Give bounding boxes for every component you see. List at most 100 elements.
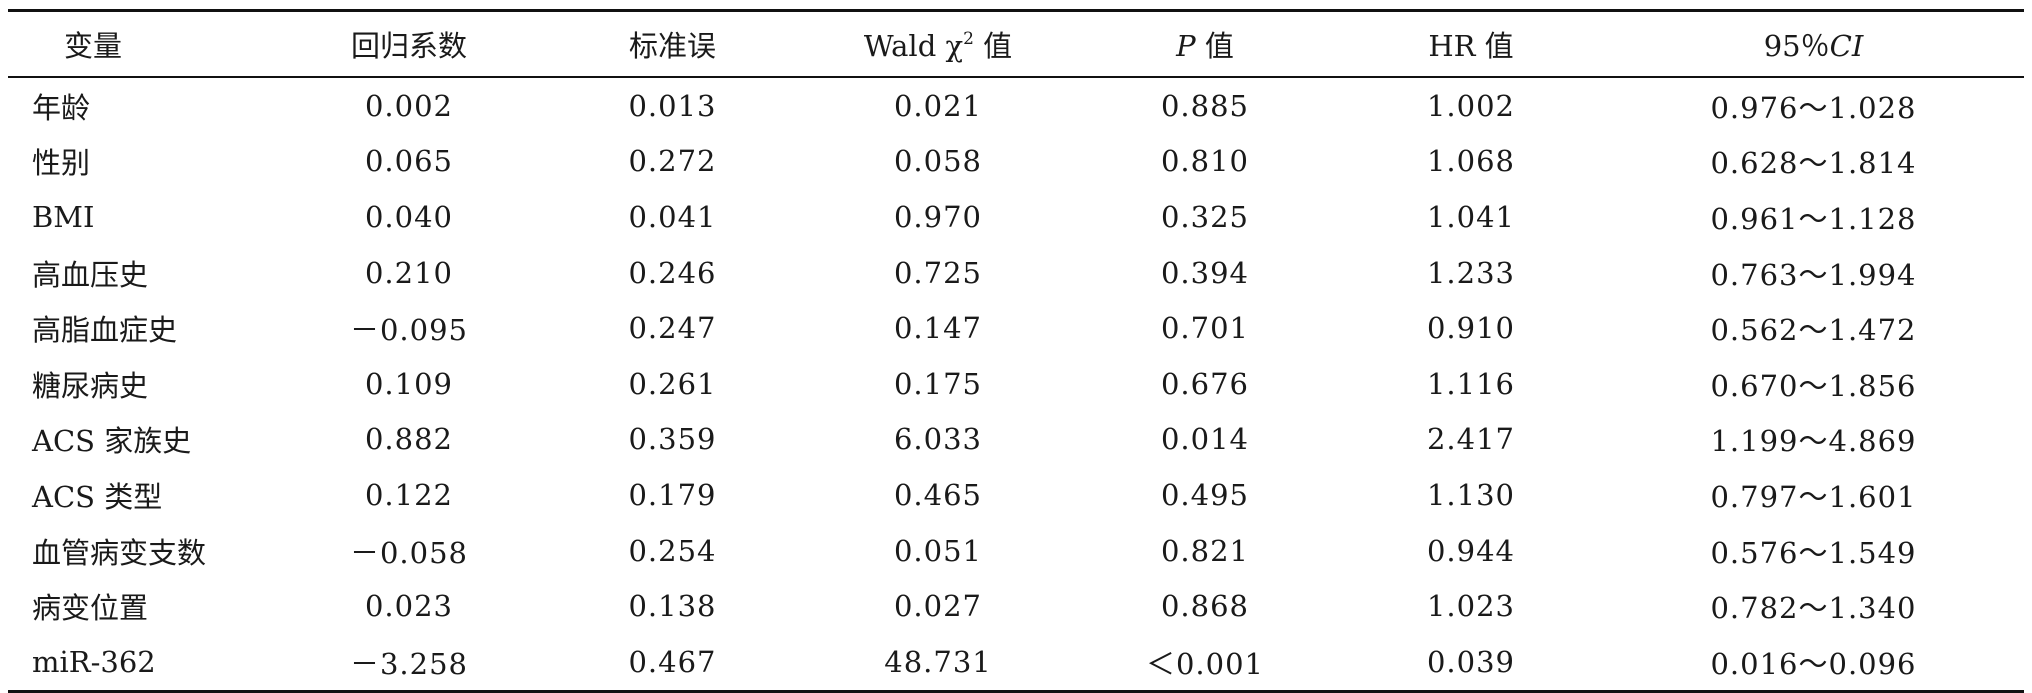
cell-wald: 0.725	[893, 255, 983, 290]
cell-wald: 6.033	[893, 422, 983, 457]
cell-variable: 糖尿病史	[32, 368, 149, 403]
cell-hr: 1.041	[1426, 199, 1516, 234]
table-header: 变量 回归系数 标准误 Wald χ2 值 P 值 HR 值 95％CI	[8, 10, 2024, 78]
cell-hr: 2.417	[1426, 422, 1516, 457]
cell-coef: 0.002	[364, 88, 454, 123]
cell-ci: 0.961～1.128	[1710, 201, 1917, 236]
cell-variable: ACS 家族史	[32, 424, 192, 459]
cell-p: ＜0.001	[1145, 646, 1265, 681]
cell-hr: 1.002	[1426, 88, 1516, 123]
cell-coef: 0.882	[364, 422, 454, 457]
cell-se: 0.359	[628, 422, 717, 457]
cell-ci: 1.199～4.869	[1710, 424, 1917, 459]
cell-variable: ACS 类型	[32, 479, 163, 514]
header-p-italic: P	[1176, 29, 1196, 63]
cell-p: 0.868	[1160, 589, 1250, 624]
cell-se: 0.272	[628, 144, 717, 179]
table-row: 高脂血症史 －0.095 0.247 0.147 0.701 0.910 0.562～1.4…	[8, 300, 2024, 356]
table-row: 血管病变支数 －0.058 0.254 0.051 0.821 0.944 0.576～1.…	[8, 523, 2024, 579]
cell-se: 0.254	[628, 533, 717, 568]
cell-se: 0.247	[628, 311, 717, 346]
table-row: miR-362 －3.258 0.467 48.731 ＜0.001 0.039 0.016…	[8, 634, 2024, 692]
table-row: BMI 0.040 0.041 0.970 0.325 1.041 0.961～1.128	[8, 189, 2024, 245]
cell-variable: 性别	[32, 146, 91, 181]
cell-wald: 0.175	[893, 366, 983, 401]
cell-ci: 0.576～1.549	[1710, 535, 1917, 570]
cell-se: 0.467	[628, 644, 717, 679]
cell-variable: BMI	[32, 199, 95, 234]
cell-hr: 0.944	[1426, 533, 1516, 568]
cell-se: 0.261	[628, 366, 717, 401]
header-ci-prefix: 95％	[1763, 29, 1830, 63]
cell-hr: 1.116	[1426, 366, 1516, 401]
cell-wald: 0.970	[893, 199, 983, 234]
cell-p: 0.810	[1160, 144, 1250, 179]
cell-coef: －0.058	[349, 535, 469, 570]
cell-hr: 1.233	[1426, 255, 1516, 290]
header-ci: 95％CI	[1603, 11, 2024, 78]
cell-p: 0.676	[1160, 366, 1250, 401]
cell-se: 0.138	[628, 589, 717, 624]
cell-se: 0.041	[628, 199, 717, 234]
cell-p: 0.495	[1160, 477, 1250, 512]
cell-wald: 0.051	[893, 533, 983, 568]
cell-wald: 0.021	[893, 88, 983, 123]
cell-p: 0.701	[1160, 311, 1250, 346]
header-hr: HR 值	[1428, 29, 1514, 63]
table-row: 病变位置 0.023 0.138 0.027 0.868 1.023 0.782～1.340	[8, 578, 2024, 634]
cell-hr: 0.910	[1426, 311, 1516, 346]
cell-p: 0.821	[1160, 533, 1250, 568]
regression-table-container: 变量 回归系数 标准误 Wald χ2 值 P 值 HR 值 95％CI 年龄 0…	[8, 9, 2024, 693]
table-row: 性别 0.065 0.272 0.058 0.810 1.068 0.628～1.814	[8, 134, 2024, 190]
cell-wald: 0.147	[893, 311, 983, 346]
cell-p: 0.885	[1160, 88, 1250, 123]
cell-p: 0.325	[1160, 199, 1250, 234]
cell-ci: 0.797～1.601	[1710, 479, 1917, 514]
cell-coef: 0.040	[364, 199, 454, 234]
cell-se: 0.246	[628, 255, 717, 290]
cell-variable: 年龄	[32, 90, 91, 125]
cell-hr: 0.039	[1426, 644, 1516, 679]
cell-wald: 0.027	[893, 589, 983, 624]
header-p-suffix: 值	[1195, 29, 1234, 63]
header-wald-text: Wald χ	[863, 29, 964, 63]
header-coef: 回归系数	[350, 29, 467, 63]
cell-ci: 0.976～1.028	[1710, 90, 1917, 125]
cell-se: 0.013	[628, 88, 717, 123]
table-row: ACS 类型 0.122 0.179 0.465 0.495 1.130 0.797～1.6…	[8, 467, 2024, 523]
table-row: 年龄 0.002 0.013 0.021 0.885 1.002 0.976～1.028	[8, 77, 2024, 134]
header-wald-suffix: 值	[973, 29, 1013, 63]
table-row: ACS 家族史 0.882 0.359 6.033 0.014 2.417 1.199～4.…	[8, 412, 2024, 468]
table-body: 年龄 0.002 0.013 0.021 0.885 1.002 0.976～1.028 性别…	[8, 77, 2024, 692]
cell-variable: miR-362	[32, 644, 156, 679]
cell-ci: 0.670～1.856	[1710, 368, 1917, 403]
cell-hr: 1.023	[1426, 589, 1516, 624]
header-ci-italic: CI	[1829, 29, 1864, 63]
cell-ci: 0.782～1.340	[1710, 591, 1917, 626]
cell-hr: 1.068	[1426, 144, 1516, 179]
header-variable: 变量	[64, 29, 123, 63]
cell-coef: 0.122	[364, 477, 454, 512]
header-row: 变量 回归系数 标准误 Wald χ2 值 P 值 HR 值 95％CI	[8, 10, 2024, 78]
header-p: P 值	[1071, 11, 1339, 78]
cell-wald: 48.731	[884, 644, 992, 679]
cell-coef: 0.210	[364, 255, 454, 290]
cell-p: 0.394	[1160, 255, 1250, 290]
header-se: 标准误	[628, 29, 716, 63]
header-wald: Wald χ2 值	[805, 11, 1071, 78]
cell-ci: 0.763～1.994	[1710, 257, 1917, 292]
table-row: 高血压史 0.210 0.246 0.725 0.394 1.233 0.763～1.994	[8, 245, 2024, 301]
cell-coef: 0.109	[364, 366, 454, 401]
header-wald-sup: 2	[963, 29, 974, 49]
cell-wald: 0.465	[893, 477, 983, 512]
cell-variable: 高血压史	[32, 257, 149, 292]
table-row: 糖尿病史 0.109 0.261 0.175 0.676 1.116 0.670～1.856	[8, 356, 2024, 412]
cell-coef: 0.065	[364, 144, 454, 179]
cell-ci: 0.628～1.814	[1710, 146, 1917, 181]
cell-ci: 0.016～0.096	[1710, 646, 1917, 681]
cell-ci: 0.562～1.472	[1710, 313, 1917, 348]
cell-se: 0.179	[628, 477, 717, 512]
cell-variable: 血管病变支数	[32, 535, 207, 570]
cell-hr: 1.130	[1426, 477, 1516, 512]
cell-coef: 0.023	[364, 589, 454, 624]
